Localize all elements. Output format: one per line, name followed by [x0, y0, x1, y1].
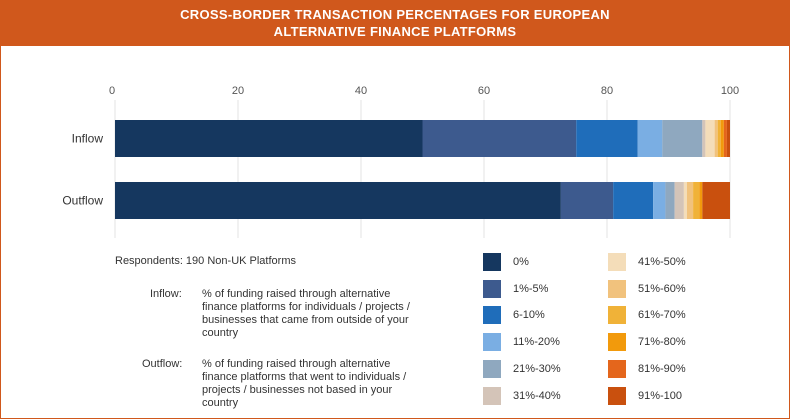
bar-segment-inflow-11	[726, 120, 730, 157]
chart-title-line-2: ALTERNATIVE FINANCE PLATFORMS	[273, 24, 517, 39]
bar-segment-outflow-11	[702, 182, 730, 219]
legend-label: 51%-60%	[638, 283, 686, 295]
bar-segment-outflow-8	[693, 182, 700, 219]
outflow-note-text: % of funding raised through alternative …	[202, 358, 407, 409]
legend-label: 91%-100	[638, 390, 683, 402]
legend-label: 81%-90%	[638, 363, 686, 375]
bar-segment-outflow-7	[686, 182, 694, 219]
bar-segment-outflow-5	[674, 182, 684, 219]
legend-swatch	[608, 253, 626, 271]
category-label-inflow: Inflow	[72, 132, 104, 146]
legend-swatch	[483, 333, 501, 351]
stacked-bar-chart: 0 20 40 60 80 100 Inflow Outflow	[62, 85, 739, 238]
bar-segment-inflow-3	[637, 120, 663, 157]
outflow-note-label: Outflow:	[142, 358, 183, 370]
bar-segment-inflow-5	[702, 120, 706, 157]
respondents-note: Respondents: 190 Non-UK Platforms	[115, 255, 296, 267]
bar-segment-inflow-1	[422, 120, 577, 157]
bar-segment-inflow-0	[115, 120, 423, 157]
bar-segment-outflow-1	[560, 182, 614, 219]
x-tick-label-20: 20	[232, 85, 244, 97]
category-label-outflow: Outflow	[62, 194, 103, 208]
bar-segment-inflow-9	[720, 120, 724, 157]
bar-segment-inflow-7	[714, 120, 718, 157]
legend-swatch	[608, 387, 626, 405]
bar-segment-outflow-6	[683, 182, 687, 219]
legend-swatch	[483, 306, 501, 324]
bar-segment-inflow-10	[723, 120, 727, 157]
legend-swatch	[483, 280, 501, 298]
bar-segment-inflow-2	[576, 120, 638, 157]
legend-label: 21%-30%	[513, 363, 561, 375]
bar-segment-inflow-4	[662, 120, 703, 157]
legend-swatch	[608, 333, 626, 351]
legend-swatch	[483, 387, 501, 405]
legend-label: 41%-50%	[638, 256, 686, 268]
legend-swatch	[608, 360, 626, 378]
legend-swatch	[608, 306, 626, 324]
bar-segment-outflow-0	[115, 182, 561, 219]
bar-segment-outflow-2	[613, 182, 654, 219]
bar-segment-inflow-8	[717, 120, 721, 157]
x-tick-label-60: 60	[478, 85, 490, 97]
x-tick-label-80: 80	[601, 85, 613, 97]
legend-label: 71%-80%	[638, 336, 686, 348]
x-tick-label-0: 0	[109, 85, 115, 97]
chart-title-line-1: CROSS-BORDER TRANSACTION PERCENTAGES FOR…	[180, 7, 610, 22]
legend-label: 6-10%	[513, 309, 545, 321]
legend-label: 1%-5%	[513, 283, 549, 295]
bar-segment-outflow-9	[699, 182, 703, 219]
legend-swatch	[483, 360, 501, 378]
x-tick-label-100: 100	[721, 85, 739, 97]
bar-segment-outflow-4	[665, 182, 675, 219]
legend-label: 11%-20%	[513, 336, 560, 348]
legend-label: 61%-70%	[638, 309, 686, 321]
bar-segment-inflow-6	[705, 120, 715, 157]
legend-swatch	[483, 253, 501, 271]
inflow-note-text: % of funding raised through alternative …	[202, 288, 410, 339]
inflow-note-label: Inflow:	[150, 288, 182, 300]
bar-segment-outflow-3	[653, 182, 666, 219]
chart-header: CROSS-BORDER TRANSACTION PERCENTAGES FOR…	[0, 0, 790, 46]
legend-label: 31%-40%	[513, 390, 561, 402]
x-tick-label-40: 40	[355, 85, 367, 97]
legend-label: 0%	[513, 256, 529, 268]
legend-swatch	[608, 280, 626, 298]
